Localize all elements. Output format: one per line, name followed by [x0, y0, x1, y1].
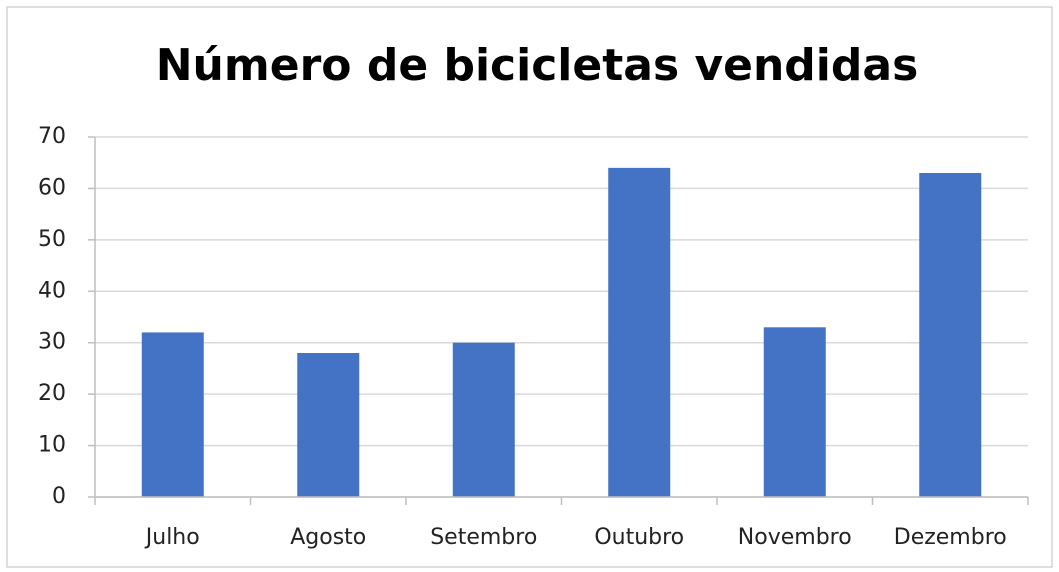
bar [919, 173, 982, 497]
x-tick-label: Outubro [594, 525, 684, 550]
y-tick-label: 70 [38, 124, 66, 149]
x-tick-label: Dezembro [894, 525, 1007, 550]
x-tick-label: Agosto [290, 525, 366, 550]
x-tick-label: Novembro [738, 525, 852, 550]
bar [297, 353, 360, 497]
bar [452, 342, 515, 497]
chart-title: Número de bicicletas vendidas [156, 40, 919, 91]
x-tick-label: Julho [144, 525, 200, 550]
y-tick-label: 40 [38, 278, 66, 303]
y-tick-label: 60 [38, 175, 66, 200]
y-tick-label: 30 [38, 330, 66, 355]
x-tick-label: Setembro [430, 525, 537, 550]
y-tick-label: 20 [38, 381, 66, 406]
y-tick-label: 10 [38, 433, 66, 458]
bar [608, 167, 671, 497]
bar [141, 332, 204, 497]
y-tick-label: 50 [38, 227, 66, 252]
bar [763, 327, 826, 497]
y-tick-label: 0 [52, 484, 66, 509]
